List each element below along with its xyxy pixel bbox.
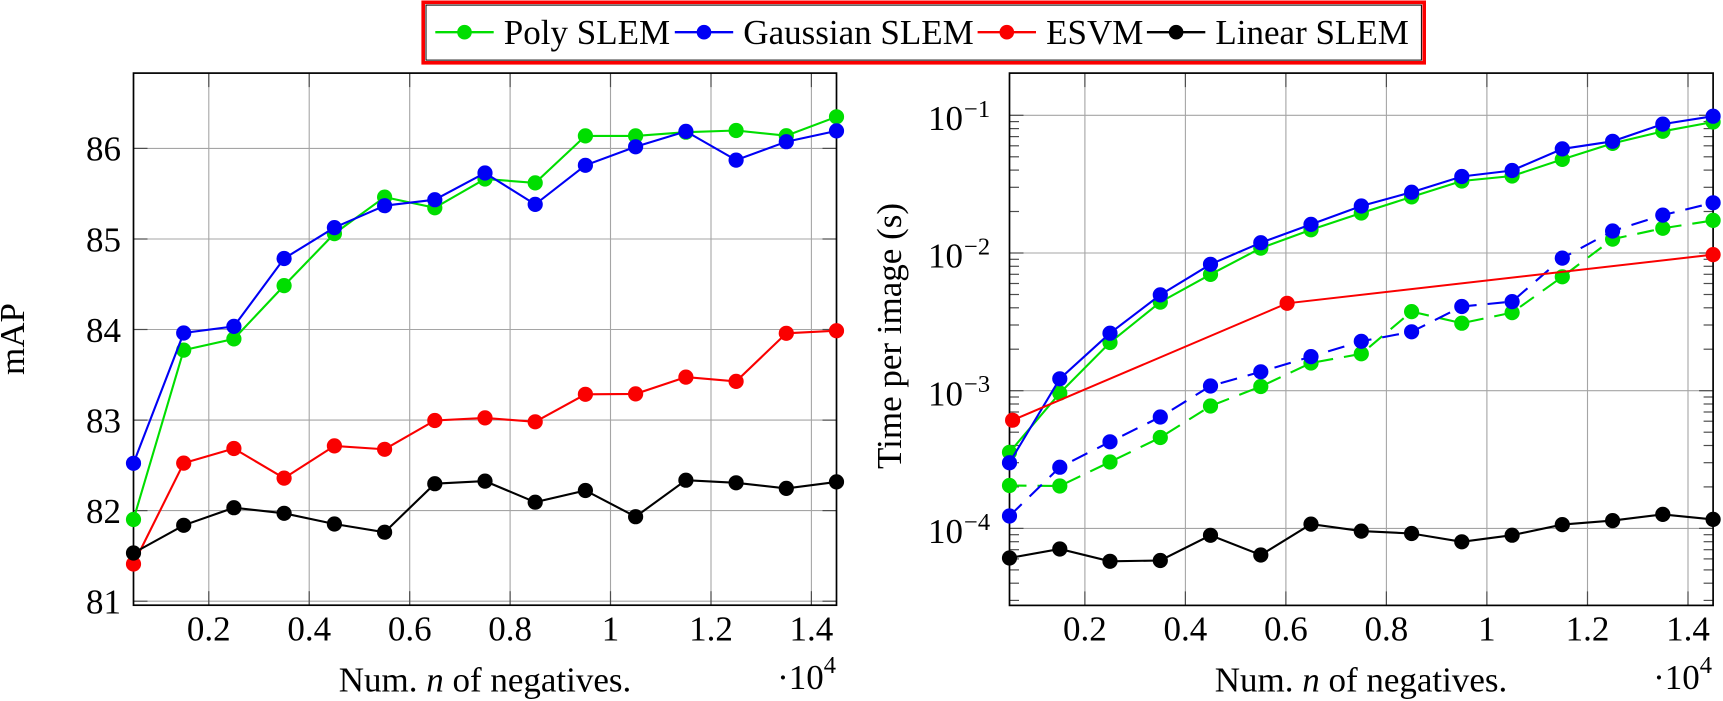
svg-text:Num. n of negatives.: Num. n of negatives. <box>339 661 632 700</box>
svg-text:−3: −3 <box>964 371 990 398</box>
svg-text:Linear SLEM: Linear SLEM <box>1215 13 1408 52</box>
svg-text:1.4: 1.4 <box>1666 610 1710 649</box>
svg-text:Gaussian SLEM: Gaussian SLEM <box>743 13 973 52</box>
svg-text:84: 84 <box>86 311 121 350</box>
svg-text:−2: −2 <box>964 234 990 261</box>
svg-text:0.4: 0.4 <box>287 610 331 649</box>
svg-text:10: 10 <box>928 374 963 413</box>
svg-text:1: 1 <box>602 610 620 649</box>
svg-text:82: 82 <box>86 492 121 531</box>
svg-text:0.8: 0.8 <box>1365 610 1409 649</box>
svg-text:Num. n of negatives.: Num. n of negatives. <box>1215 661 1508 700</box>
svg-text:ESVM: ESVM <box>1046 13 1143 52</box>
svg-text:83: 83 <box>86 401 121 440</box>
svg-text:Time per image (s): Time per image (s) <box>870 203 909 469</box>
svg-text:0.8: 0.8 <box>488 610 532 649</box>
svg-text:−4: −4 <box>964 509 990 536</box>
svg-text:1.2: 1.2 <box>1566 610 1610 649</box>
svg-text:0.2: 0.2 <box>187 610 231 649</box>
svg-text:86: 86 <box>86 130 121 169</box>
svg-text:85: 85 <box>86 220 121 259</box>
svg-text:1.4: 1.4 <box>790 610 834 649</box>
svg-text:0.2: 0.2 <box>1063 610 1107 649</box>
svg-text:81: 81 <box>86 583 121 622</box>
svg-text:1: 1 <box>1478 610 1496 649</box>
svg-text:10: 10 <box>928 512 963 551</box>
svg-text:0.6: 0.6 <box>388 610 432 649</box>
svg-text:10: 10 <box>928 99 963 138</box>
svg-text:−1: −1 <box>964 96 990 123</box>
svg-text:10: 10 <box>928 237 963 276</box>
svg-text:1.2: 1.2 <box>689 610 733 649</box>
svg-text:Poly SLEM: Poly SLEM <box>504 13 670 52</box>
svg-text:0.6: 0.6 <box>1264 610 1308 649</box>
svg-text:mAP: mAP <box>0 303 32 375</box>
svg-text:0.4: 0.4 <box>1164 610 1208 649</box>
